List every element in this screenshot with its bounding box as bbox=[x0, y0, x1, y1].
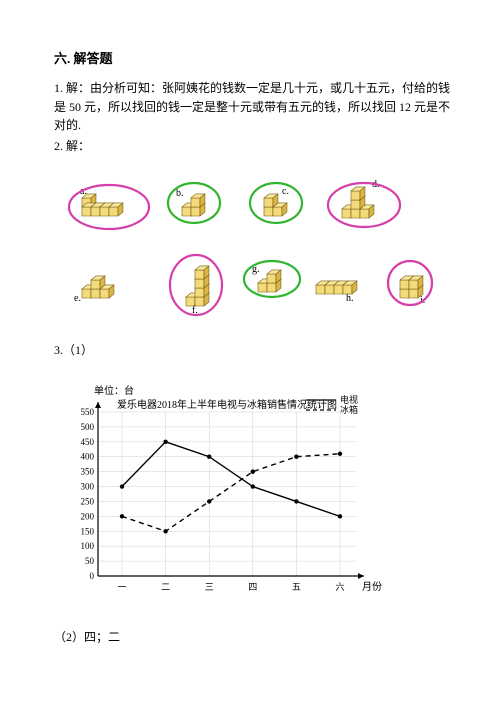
svg-text:b.: b. bbox=[176, 188, 184, 199]
cube-figure: a.b.c.d.e.f.g.h.i. bbox=[54, 167, 454, 327]
svg-text:550: 550 bbox=[81, 407, 95, 417]
problem-2: 2. 解： bbox=[54, 137, 456, 156]
svg-text:250: 250 bbox=[81, 497, 95, 507]
svg-text:100: 100 bbox=[81, 542, 95, 552]
svg-text:六: 六 bbox=[335, 581, 344, 592]
svg-text:150: 150 bbox=[81, 527, 95, 537]
svg-text:500: 500 bbox=[81, 422, 95, 432]
section-title: 六. 解答题 bbox=[54, 48, 456, 67]
chart-svg: 单位：台爱乐电器2018年上半年电视与冰箱销售情况统计图电视冰箱 0 50 100 15… bbox=[56, 376, 386, 606]
problem-1: 1. 解：由分析可知：张阿姨花的钱数一定是几十元，或几十五元，付给的钱是 50 … bbox=[54, 79, 456, 135]
svg-text:e.: e. bbox=[74, 293, 81, 304]
svg-text:200: 200 bbox=[81, 512, 95, 522]
svg-text:0: 0 bbox=[90, 571, 95, 581]
svg-text:电视: 电视 bbox=[340, 394, 358, 405]
svg-text:五: 五 bbox=[292, 582, 301, 592]
svg-text:四: 四 bbox=[248, 582, 257, 592]
problem-3-2: （2）四；二 bbox=[54, 628, 456, 645]
line-chart: 单位：台爱乐电器2018年上半年电视与冰箱销售情况统计图电视冰箱 0 50 100 15… bbox=[56, 376, 386, 606]
svg-text:c.: c. bbox=[282, 186, 289, 197]
svg-text:450: 450 bbox=[81, 437, 95, 447]
problem-3-1: 3.（1） bbox=[54, 341, 456, 358]
svg-text:一: 一 bbox=[117, 582, 126, 592]
svg-text:三: 三 bbox=[205, 582, 214, 592]
svg-text:350: 350 bbox=[81, 467, 95, 477]
svg-text:冰箱: 冰箱 bbox=[340, 404, 358, 415]
svg-text:爱乐电器2018年上半年电视与冰箱销售情况统计图: 爱乐电器2018年上半年电视与冰箱销售情况统计图 bbox=[117, 398, 337, 411]
svg-text:二: 二 bbox=[161, 582, 170, 592]
svg-text:50: 50 bbox=[85, 556, 95, 566]
svg-text:300: 300 bbox=[81, 482, 95, 492]
svg-text:400: 400 bbox=[81, 452, 95, 462]
cube-svg: a.b.c.d.e.f.g.h.i. bbox=[54, 167, 454, 327]
svg-text:月份: 月份 bbox=[362, 581, 382, 593]
svg-text:h.: h. bbox=[346, 293, 354, 304]
svg-text:单位：台: 单位：台 bbox=[94, 384, 134, 397]
